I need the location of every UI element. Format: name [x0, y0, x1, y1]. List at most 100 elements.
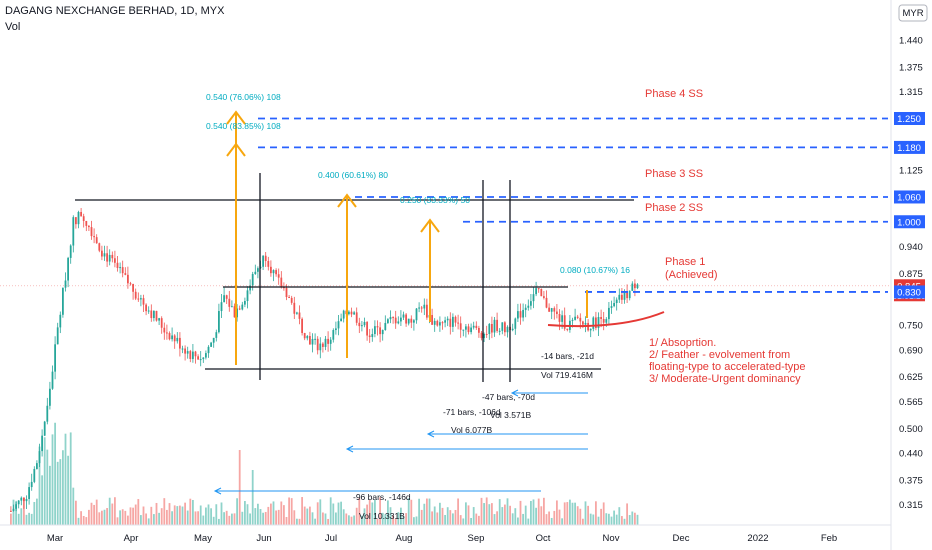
- volume-bar: [38, 446, 41, 525]
- candle-body: [33, 468, 36, 482]
- currency-badge: [898, 4, 928, 22]
- volume-bar: [595, 501, 597, 525]
- volume-bar: [17, 513, 20, 525]
- volume-bar: [457, 498, 459, 525]
- volume-bar: [72, 487, 75, 525]
- month-tick-may: May: [194, 533, 212, 544]
- candle-body: [254, 271, 257, 275]
- volume-bar: [69, 432, 72, 525]
- candle-body: [108, 254, 111, 262]
- label-phase2: Phase 2 SS: [645, 202, 703, 214]
- candle-body: [340, 318, 342, 322]
- volume-bar: [181, 506, 184, 525]
- candle-body: [306, 336, 309, 339]
- candle-body: [361, 325, 363, 327]
- volume-bar: [571, 502, 574, 525]
- volume-bar: [545, 514, 548, 525]
- candle-body: [543, 296, 545, 298]
- volume-bar: [189, 498, 192, 525]
- volume-bar: [202, 515, 205, 525]
- candle-body: [121, 267, 124, 274]
- volume-bar: [415, 516, 418, 525]
- candle-body: [566, 328, 569, 330]
- volume-bar: [418, 498, 420, 525]
- candle-body: [277, 274, 280, 278]
- measure-label-measure4: 0.250 (33.33%) 50: [400, 195, 470, 205]
- candle-body: [17, 500, 20, 505]
- price-tick-0.315: 0.315: [899, 500, 923, 511]
- candle-body: [280, 277, 283, 288]
- candle-body: [488, 323, 491, 335]
- volume-bar: [413, 517, 415, 525]
- volume-bar: [231, 513, 233, 525]
- price-tick-0.940: 0.940: [899, 242, 923, 253]
- label-phase3: Phase 3 SS: [645, 168, 703, 180]
- volume-bar: [485, 497, 488, 525]
- candle-body: [218, 311, 220, 333]
- candle-body: [371, 334, 374, 338]
- candle-body: [550, 308, 553, 312]
- price-tag-label-0.830: 0.830: [897, 287, 921, 298]
- volume-bar: [296, 518, 298, 525]
- volume-bar: [514, 508, 517, 525]
- candle-body: [155, 310, 158, 321]
- candle-body: [605, 319, 608, 323]
- candle-body: [548, 307, 550, 312]
- candle-body: [77, 211, 80, 225]
- volume-bar: [309, 506, 311, 525]
- candle-body: [153, 310, 155, 319]
- candle-body: [501, 322, 504, 331]
- volume-bar: [95, 499, 98, 525]
- volume-bar: [472, 507, 475, 525]
- candle-body: [264, 255, 267, 261]
- volume-bar: [127, 515, 129, 525]
- volume-bar: [33, 501, 36, 525]
- candle-body: [332, 330, 335, 340]
- volume-bar: [98, 512, 101, 525]
- volume-bar: [241, 511, 244, 525]
- candle-body: [579, 317, 582, 322]
- candle-body: [363, 321, 366, 326]
- volume-bar: [67, 455, 69, 525]
- candle-body: [46, 405, 49, 422]
- price-tick-0.690: 0.690: [899, 345, 923, 356]
- candle-body: [316, 338, 319, 351]
- measure-arrow-2-head: [426, 430, 435, 438]
- candle-body: [621, 294, 623, 300]
- volume-bar: [444, 514, 446, 525]
- candle-body: [540, 289, 543, 297]
- volume-bar: [205, 507, 207, 525]
- candle-body: [82, 216, 85, 221]
- candle-body: [301, 318, 303, 334]
- volume-bar: [145, 513, 147, 525]
- candle-body: [563, 315, 566, 329]
- note-4: 3/ Moderate-Urgent dominancy: [649, 373, 801, 385]
- candle-body: [465, 326, 467, 330]
- candle-body: [231, 306, 233, 308]
- candle-body: [10, 510, 12, 512]
- volume-bar: [348, 515, 350, 525]
- candle-body: [210, 342, 212, 347]
- range-label-vol3: Vol 3.571B: [490, 410, 531, 420]
- candle-body: [324, 338, 327, 347]
- candle-body: [114, 258, 116, 263]
- volume-bar: [587, 505, 589, 525]
- candle-body: [25, 499, 28, 502]
- volume-bar: [459, 515, 462, 525]
- candle-body: [524, 307, 527, 310]
- candle-body: [111, 254, 114, 259]
- volume-bar: [288, 497, 290, 525]
- volume-bar: [12, 499, 15, 525]
- volume-bar: [615, 514, 618, 525]
- candle-body: [628, 290, 631, 299]
- volume-bar: [584, 501, 587, 525]
- range-label-bars1: -14 bars, -21d: [541, 351, 594, 361]
- volume-bar: [626, 503, 628, 525]
- volume-bar: [106, 508, 108, 525]
- volume-bar: [579, 508, 582, 525]
- volume-bar: [410, 499, 413, 525]
- candle-body: [124, 273, 127, 275]
- candle-body: [140, 298, 142, 300]
- volume-bar: [532, 499, 535, 525]
